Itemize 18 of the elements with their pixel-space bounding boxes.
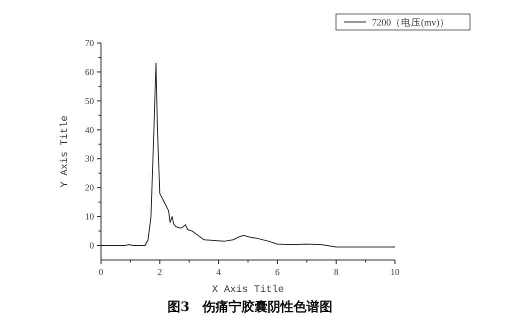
y-tick-label: 0	[90, 240, 94, 251]
x-tick-label: 0	[98, 267, 104, 277]
y-tick-label: 50	[85, 96, 94, 106]
x-axis-title: X Axis Title	[212, 284, 284, 296]
x-tick-label: 6	[275, 267, 280, 277]
y-tick-label: 20	[85, 182, 94, 193]
y-tick-label: 30	[85, 154, 94, 164]
x-tick-label: 10	[390, 267, 400, 277]
text: 图3 伤痛宁胶囊阴性色谱图	[167, 299, 333, 315]
legend-label: 7200（电压(mv)）	[372, 18, 450, 28]
y-axis-title: Y Axis Title	[59, 115, 71, 188]
y-tick-label: 10	[85, 212, 94, 222]
x-tick-label: 2	[158, 267, 162, 277]
y-tick-label: 70	[85, 38, 94, 48]
y-tick-label: 40	[85, 124, 94, 135]
x-tick-label: 8	[334, 267, 339, 277]
x-tick-label: 4	[216, 267, 222, 277]
y-tick-label: 60	[85, 66, 94, 77]
